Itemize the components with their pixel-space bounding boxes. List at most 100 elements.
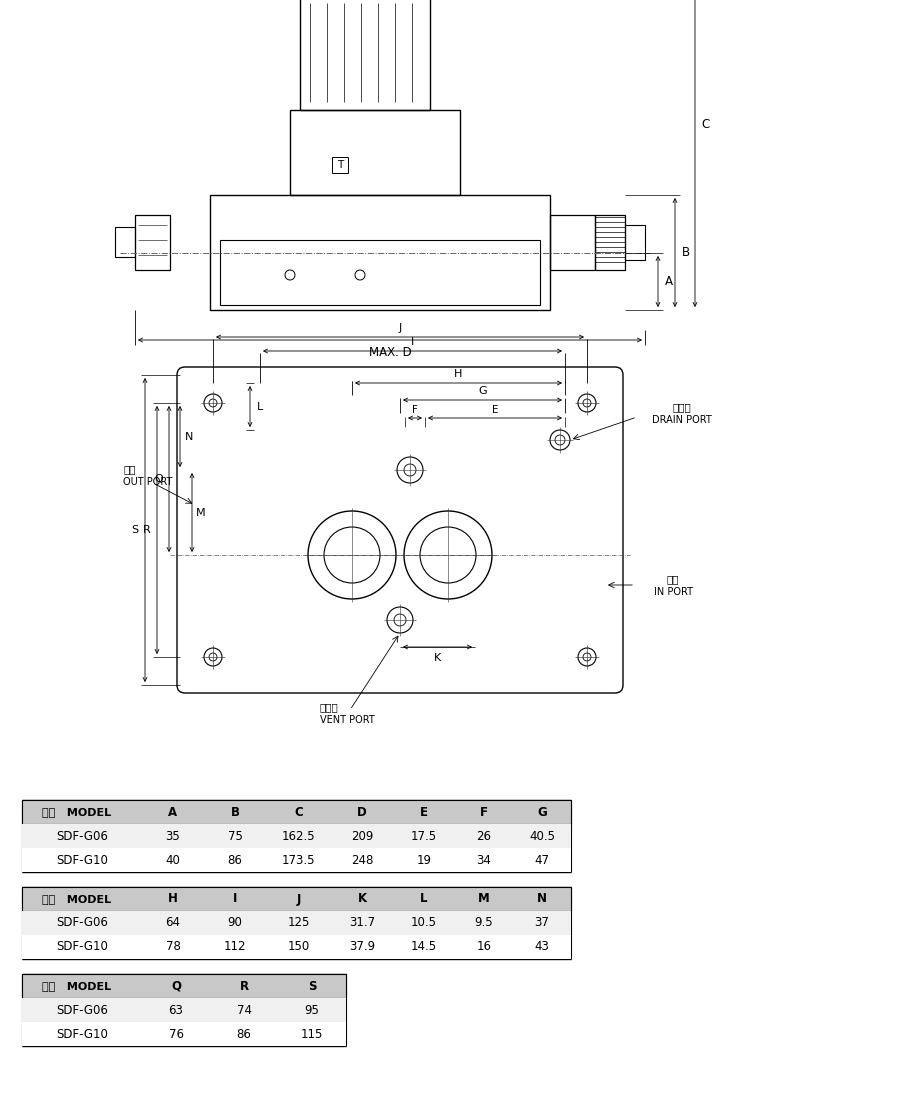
Text: J: J <box>399 324 401 334</box>
Bar <box>595 215 625 270</box>
Text: 40.5: 40.5 <box>529 830 555 842</box>
Bar <box>22 974 346 998</box>
Text: A: A <box>169 806 178 819</box>
Bar <box>135 215 170 270</box>
Bar <box>22 888 571 911</box>
Text: 47: 47 <box>534 853 550 866</box>
Text: 63: 63 <box>169 1004 183 1016</box>
Text: 162.5: 162.5 <box>282 830 315 842</box>
Text: 34: 34 <box>477 853 491 866</box>
Text: E: E <box>420 806 428 819</box>
Text: SDF-G10: SDF-G10 <box>56 1027 108 1040</box>
Text: E: E <box>492 406 498 416</box>
Bar <box>22 824 571 848</box>
Text: 248: 248 <box>351 853 374 866</box>
Text: Q: Q <box>171 979 181 993</box>
Text: VENT PORT: VENT PORT <box>320 715 374 725</box>
Text: 出口: 出口 <box>123 464 136 474</box>
Text: S: S <box>131 525 138 535</box>
Text: 150: 150 <box>287 941 310 954</box>
Text: Q: Q <box>154 474 163 484</box>
Text: L: L <box>257 401 263 411</box>
Text: R: R <box>143 525 151 535</box>
Text: G: G <box>537 806 547 819</box>
Text: 76: 76 <box>169 1027 183 1040</box>
Text: 78: 78 <box>165 941 180 954</box>
Text: 搖控孔: 搖控孔 <box>320 702 339 712</box>
Text: C: C <box>702 119 710 132</box>
Text: 115: 115 <box>301 1027 323 1040</box>
Text: 95: 95 <box>304 1004 320 1016</box>
FancyBboxPatch shape <box>177 367 623 692</box>
Text: S: S <box>308 979 316 993</box>
Text: I: I <box>411 337 414 347</box>
Text: 31.7: 31.7 <box>349 916 375 930</box>
Text: B: B <box>682 246 690 259</box>
Text: 43: 43 <box>534 941 550 954</box>
Text: H: H <box>454 369 462 379</box>
Text: SDF-G10: SDF-G10 <box>56 941 108 954</box>
Text: 112: 112 <box>224 941 246 954</box>
Text: 125: 125 <box>287 916 310 930</box>
Text: 型式   MODEL: 型式 MODEL <box>42 981 111 991</box>
Bar <box>332 157 348 173</box>
Text: 型式   MODEL: 型式 MODEL <box>42 807 111 817</box>
Text: 17.5: 17.5 <box>411 830 437 842</box>
Text: F: F <box>480 806 488 819</box>
Text: SDF-G10: SDF-G10 <box>56 853 108 866</box>
Text: T: T <box>337 160 343 170</box>
Text: 14.5: 14.5 <box>411 941 437 954</box>
Text: 40: 40 <box>165 853 180 866</box>
Text: R: R <box>240 979 249 993</box>
Bar <box>22 1022 346 1046</box>
Text: DRAIN PORT: DRAIN PORT <box>652 416 712 425</box>
Text: 16: 16 <box>477 941 491 954</box>
Bar <box>220 240 540 305</box>
Text: IN PORT: IN PORT <box>654 587 692 597</box>
Text: 173.5: 173.5 <box>282 853 315 866</box>
Text: 86: 86 <box>236 1027 251 1040</box>
Text: 37.9: 37.9 <box>349 941 375 954</box>
Text: 19: 19 <box>417 853 432 866</box>
Text: M: M <box>196 507 206 517</box>
Text: 64: 64 <box>165 916 180 930</box>
Text: N: N <box>185 431 193 441</box>
Text: M: M <box>478 893 490 905</box>
Text: 35: 35 <box>165 830 180 842</box>
Text: SDF-G06: SDF-G06 <box>56 916 108 930</box>
Text: 75: 75 <box>227 830 242 842</box>
Text: 86: 86 <box>227 853 242 866</box>
Bar <box>22 911 571 935</box>
Text: B: B <box>231 806 240 819</box>
Text: I: I <box>233 893 237 905</box>
Text: F: F <box>412 406 418 416</box>
Text: 泄流孔: 泄流孔 <box>673 402 691 412</box>
Text: MAX. D: MAX. D <box>368 346 411 359</box>
Text: G: G <box>479 386 487 396</box>
Text: K: K <box>357 893 366 905</box>
Text: D: D <box>357 806 367 819</box>
Text: 26: 26 <box>477 830 491 842</box>
Bar <box>625 225 645 260</box>
Bar <box>550 215 595 270</box>
Text: 入口: 入口 <box>666 574 679 584</box>
Text: 37: 37 <box>534 916 550 930</box>
Text: 74: 74 <box>236 1004 251 1016</box>
Text: 209: 209 <box>351 830 374 842</box>
Text: A: A <box>665 275 673 288</box>
Text: J: J <box>296 893 301 905</box>
Text: SDF-G06: SDF-G06 <box>56 1004 108 1016</box>
Bar <box>300 0 430 110</box>
Text: L: L <box>420 893 427 905</box>
Bar <box>22 935 571 960</box>
Text: OUT PORT: OUT PORT <box>123 478 172 488</box>
Bar <box>22 800 571 824</box>
Text: 型式   MODEL: 型式 MODEL <box>42 894 111 904</box>
Text: 9.5: 9.5 <box>475 916 493 930</box>
Text: H: H <box>168 893 178 905</box>
Text: K: K <box>434 653 441 663</box>
Text: C: C <box>295 806 303 819</box>
Bar <box>22 848 571 872</box>
Bar <box>210 195 550 310</box>
Bar <box>22 998 346 1022</box>
